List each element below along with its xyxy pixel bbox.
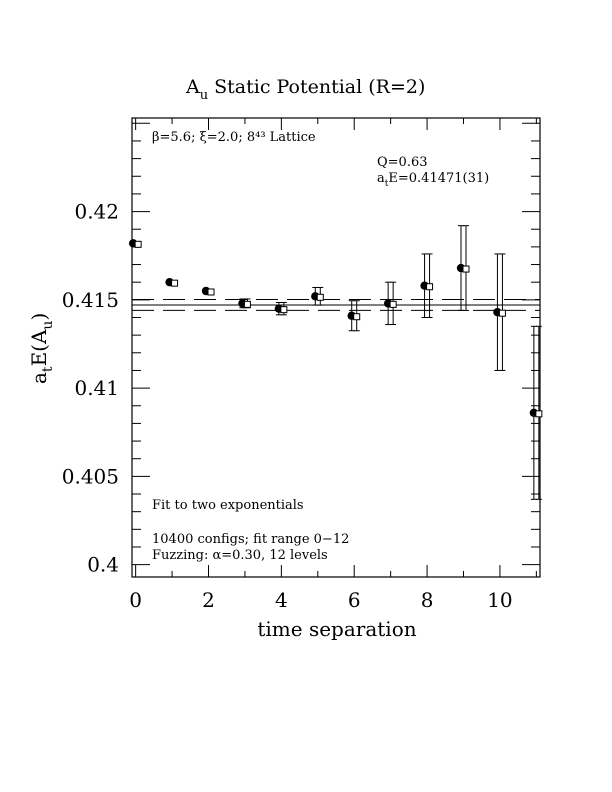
data-point-square xyxy=(535,410,543,418)
x-axis-label: time separation xyxy=(257,617,416,641)
lattice-annotation: β=5.6; ξ=2.0; 8⁴³ Lattice xyxy=(152,130,316,145)
x-tick-label: 0 xyxy=(129,588,142,612)
y-tick-label: 0.42 xyxy=(74,200,119,224)
y-tick-label: 0.41 xyxy=(74,376,119,400)
data-point-square xyxy=(498,309,506,317)
data-point-square xyxy=(171,279,179,287)
chart-title: Au Static Potential (R=2) xyxy=(185,76,425,103)
data-point-square xyxy=(134,240,142,248)
data-point-square xyxy=(353,313,361,321)
data-point-square xyxy=(280,306,288,314)
energy-annotation: atE=0.41471(31) xyxy=(377,171,489,189)
x-tick-label: 6 xyxy=(348,588,361,612)
x-tick-label: 2 xyxy=(202,588,215,612)
axis-ticks xyxy=(132,118,540,577)
plot-frame xyxy=(131,117,541,578)
data-point-square xyxy=(426,283,434,291)
x-tick-label: 4 xyxy=(275,588,288,612)
fit-description: Fit to two exponentials xyxy=(152,498,304,513)
fuzzing-annotation: Fuzzing: α=0.30, 12 levels xyxy=(152,548,328,563)
configs-annotation: 10400 configs; fit range 0−12 xyxy=(152,532,349,547)
data-point-square xyxy=(316,293,324,301)
fit-band xyxy=(132,298,540,311)
y-tick-labels: 0.4 0.405 0.41 0.415 0.42 xyxy=(62,200,119,577)
x-tick-label: 10 xyxy=(487,588,512,612)
data-point-square xyxy=(462,265,470,273)
y-axis-label: atE(Au) xyxy=(27,313,56,384)
data-point-square xyxy=(243,300,251,308)
y-tick-label: 0.405 xyxy=(62,464,119,488)
y-tick-label: 0.415 xyxy=(62,288,119,312)
q-annotation: Q=0.63 xyxy=(377,155,428,170)
y-tick-label: 0.4 xyxy=(87,553,119,577)
x-tick-label: 8 xyxy=(421,588,434,612)
data-points xyxy=(128,225,543,500)
x-tick-labels: 0 2 4 6 8 10 xyxy=(129,588,512,612)
data-point-square xyxy=(389,300,397,308)
data-point-square xyxy=(207,288,215,296)
